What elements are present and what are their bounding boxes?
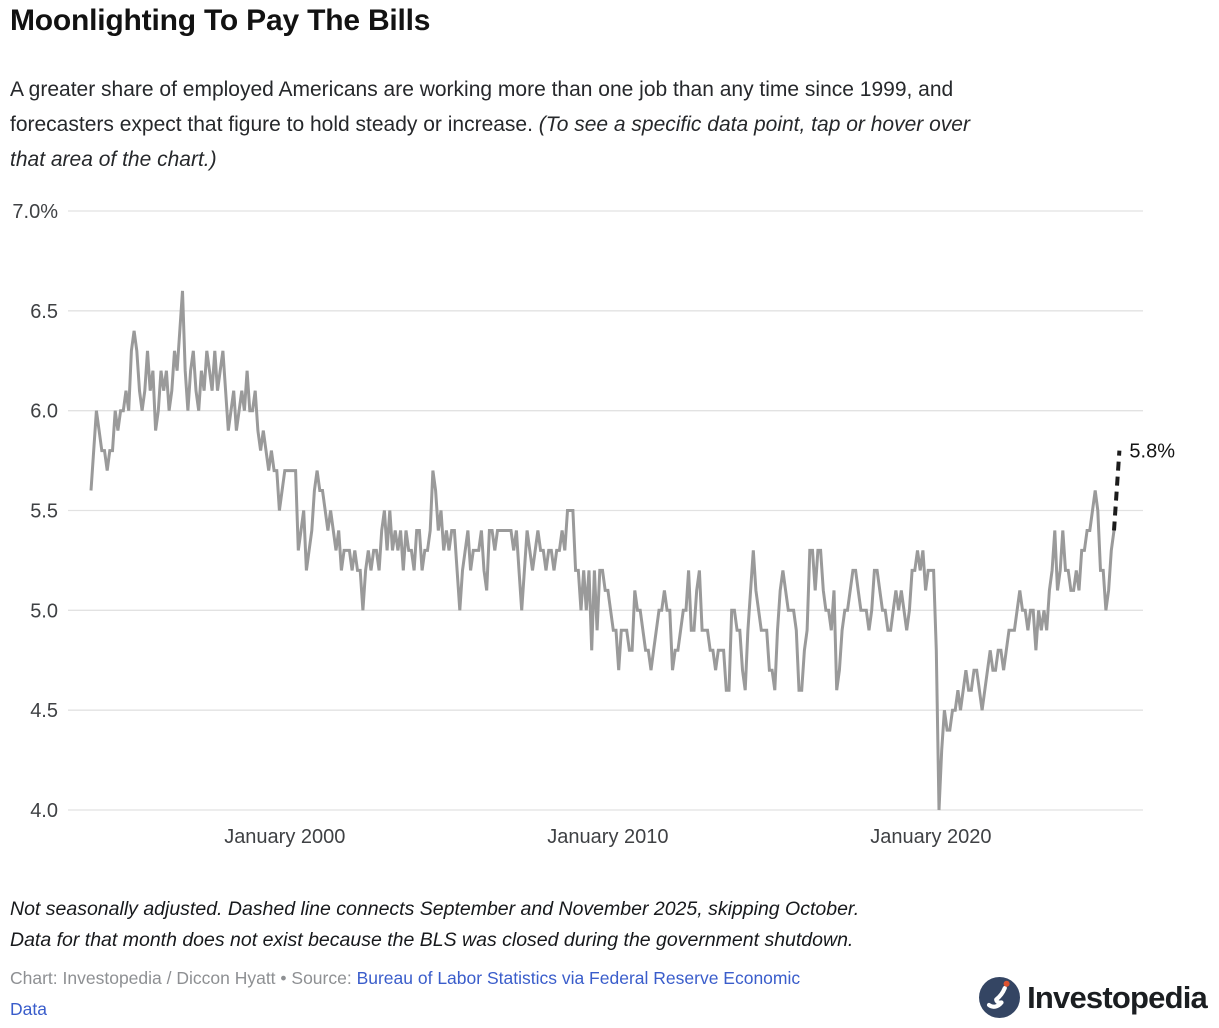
y-tick-label: 4.0: [30, 800, 58, 822]
logo-i-dot: [1003, 980, 1010, 987]
credit-line: Chart: Investopedia / Diccon Hyatt • Sou…: [10, 963, 955, 1025]
y-tick-label: 6.0: [30, 401, 58, 423]
data-line-dashed: [1112, 450, 1122, 531]
source-link[interactable]: Bureau of Labor Statistics via Federal R…: [10, 968, 801, 1019]
subtitle-text: A greater share of employed Americans ar…: [10, 78, 954, 136]
x-axis-labels: January 2000 January 2010 January 2020: [224, 826, 991, 848]
x-tick-label: January 2000: [224, 826, 345, 848]
y-tick-label: 5.0: [30, 600, 58, 622]
chart-subtitle: A greater share of employed Americans ar…: [10, 72, 1210, 177]
x-tick-label: January 2020: [870, 826, 991, 848]
investopedia-logo: Investopedia: [979, 977, 1208, 1018]
chart-area: 7.0% 6.5 6.0 5.5 5.0 4.5 4.0 January 2000 Janua…: [0, 185, 1219, 860]
y-tick-label: 6.5: [30, 301, 58, 323]
data-line-solid: [89, 290, 1116, 811]
x-tick-label: January 2010: [547, 826, 668, 848]
chart-footnote: Not seasonally adjusted. Dashed line con…: [10, 898, 860, 951]
logo-i-swoosh: [986, 985, 1007, 1009]
y-axis-labels: 7.0% 6.5 6.0 5.5 5.0 4.5 4.0: [12, 201, 58, 822]
y-tick-label: 7.0%: [12, 201, 58, 223]
credit-prefix: Chart: Investopedia / Diccon Hyatt • Sou…: [10, 968, 357, 988]
subtitle-hover-note: (To see a specific data point, tap or ho…: [10, 113, 970, 171]
investopedia-logo-text: Investopedia: [1027, 979, 1208, 1015]
investopedia-logo-icon: [979, 977, 1021, 1018]
last-value-annotation: 5.8%: [1129, 441, 1175, 463]
page-title: Moonlighting To Pay The Bills: [10, 4, 431, 37]
y-tick-label: 4.5: [30, 700, 58, 722]
line-chart-svg[interactable]: 7.0%6.56.05.55.04.54.0 January 2000 Janua…: [0, 185, 1219, 860]
gridlines: [68, 210, 1143, 811]
y-tick-label: 5.5: [30, 501, 58, 523]
